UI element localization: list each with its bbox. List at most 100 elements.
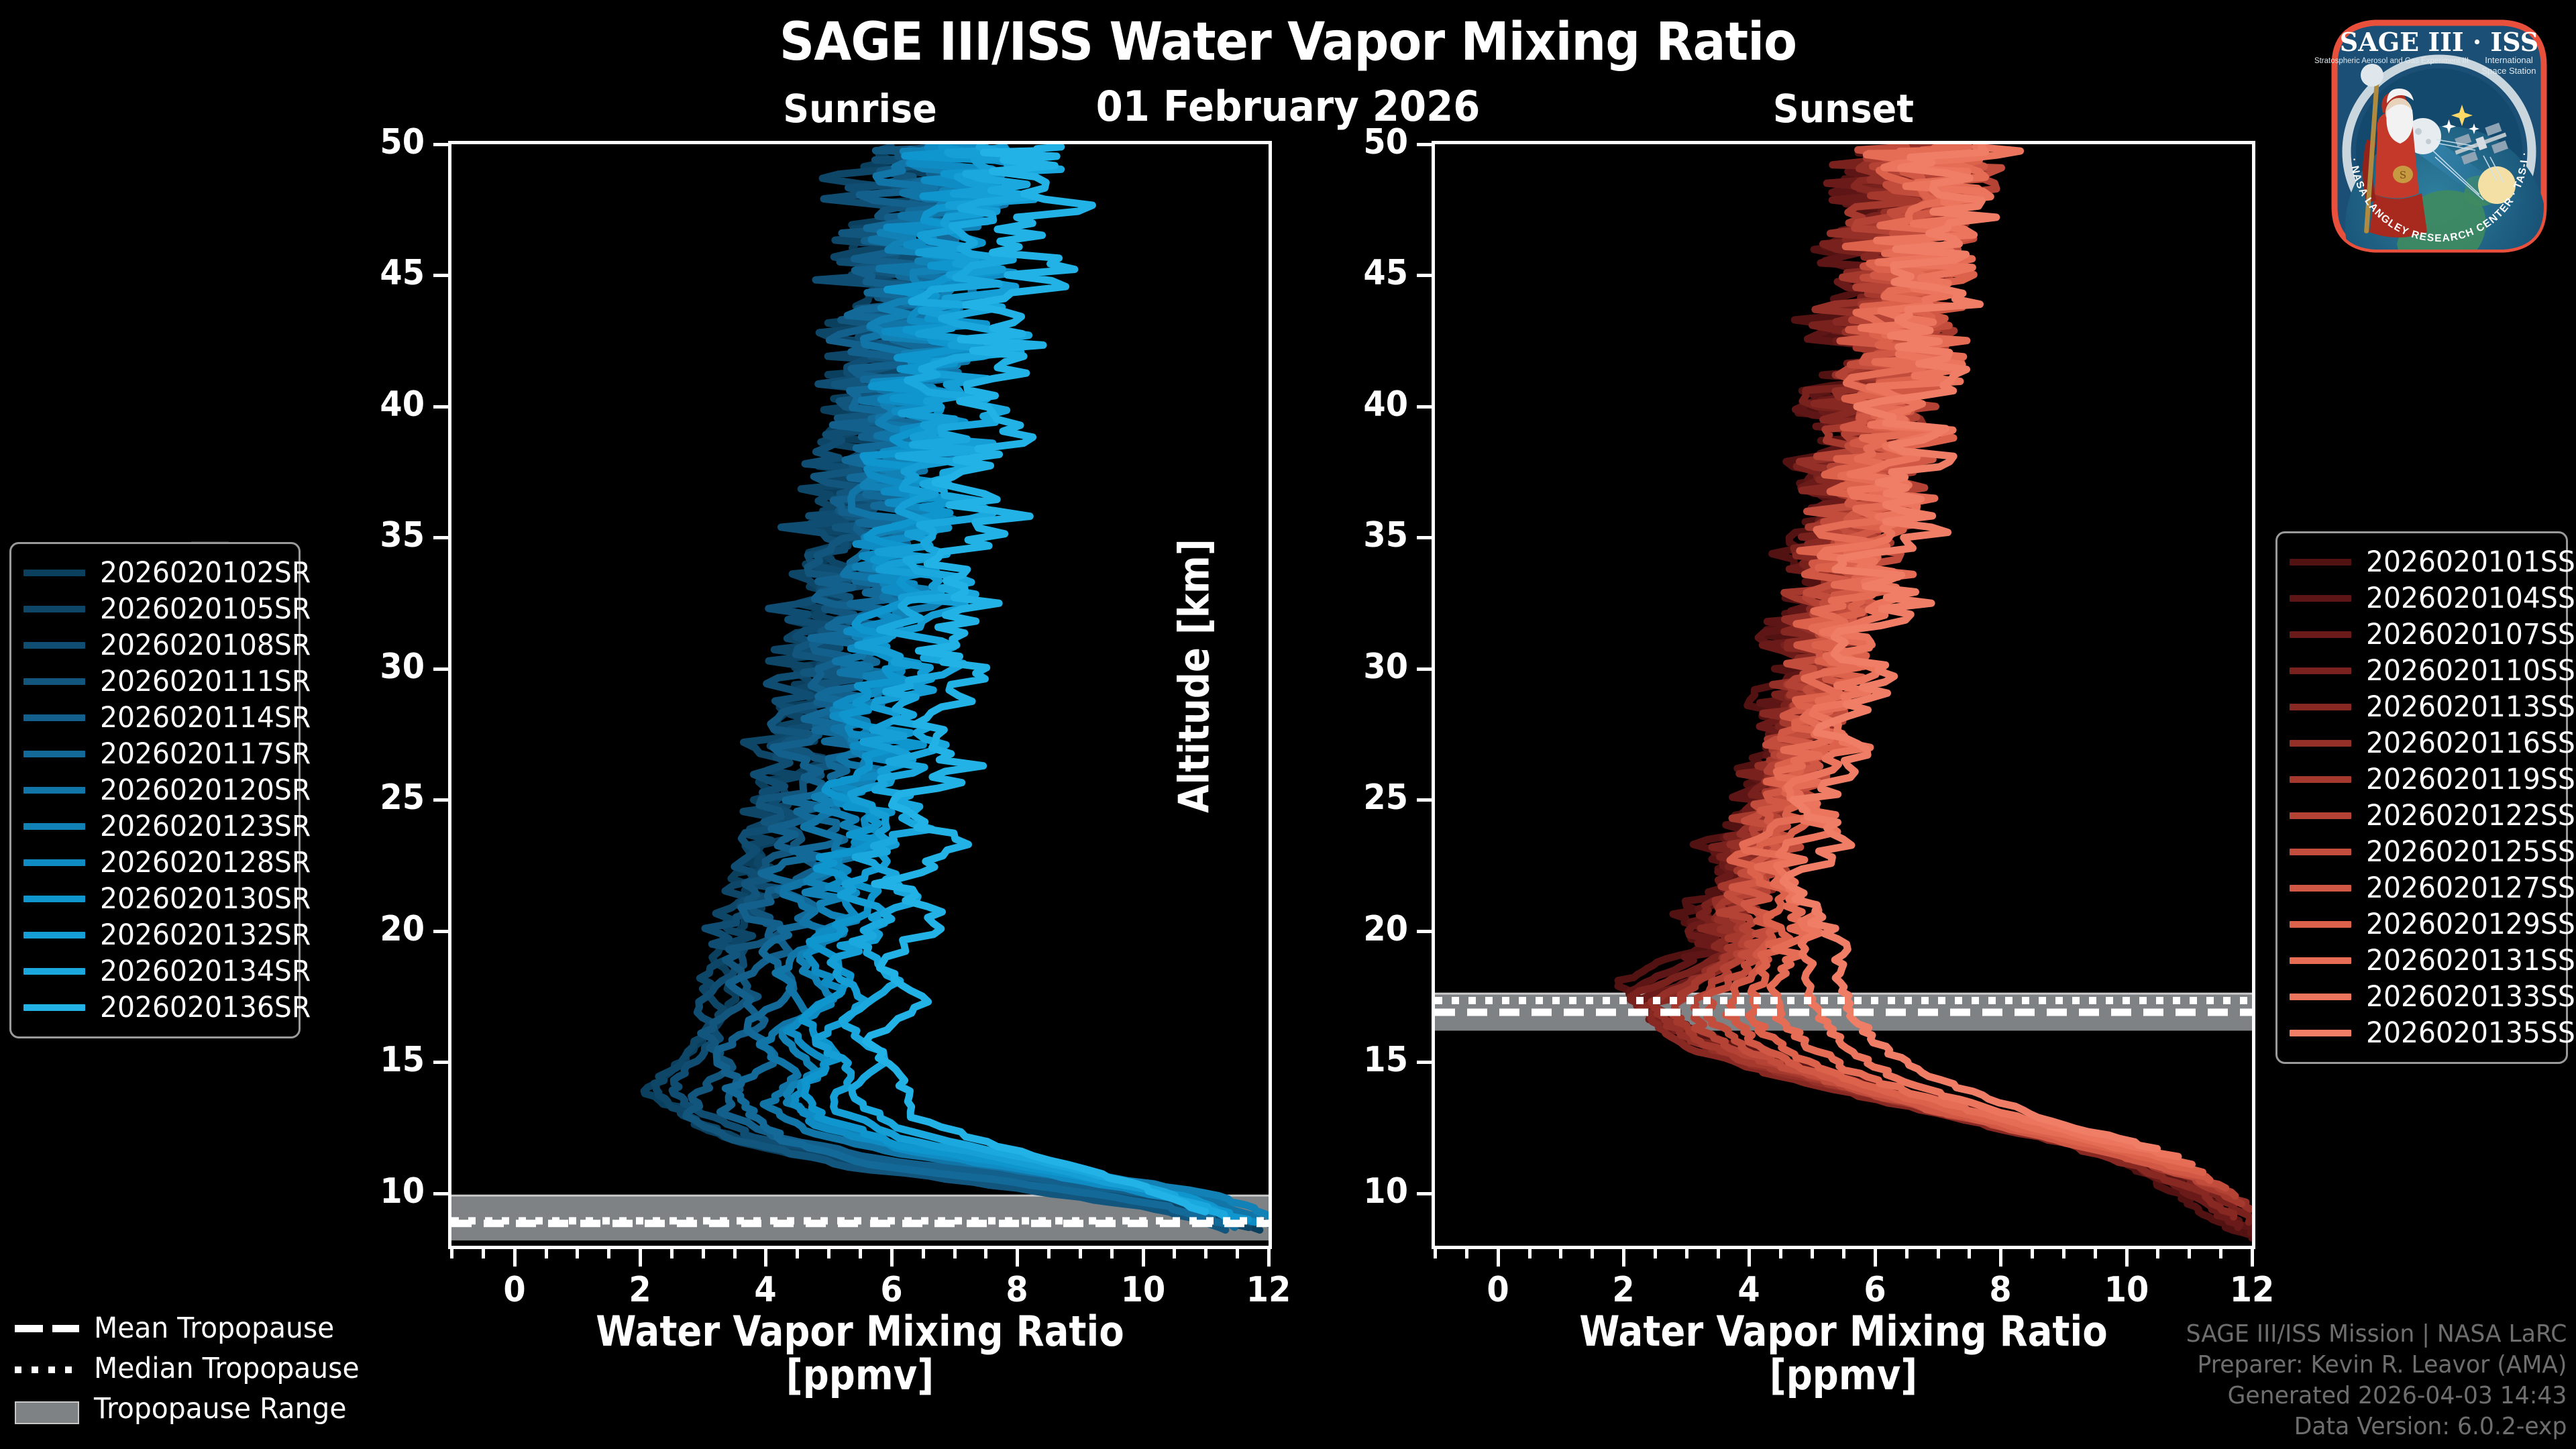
y-tick-mark: [1417, 536, 1432, 540]
y-tick-label: 30: [1363, 646, 1408, 687]
y-tick-label: 35: [1363, 515, 1408, 556]
legend-label: 2026020119SS: [2366, 763, 2575, 796]
x-tick-mark-major: [2125, 1249, 2129, 1267]
x-tick-mark-major: [513, 1249, 517, 1267]
legend-item[interactable]: 2026020117SR: [23, 736, 311, 772]
legend-label: 2026020102SR: [100, 556, 311, 590]
legend-label: 2026020108SR: [100, 629, 311, 662]
y-tick-mark: [433, 1191, 448, 1195]
dotted-line-glyph: [15, 1366, 79, 1373]
x-tick-mark-minor: [1559, 1249, 1563, 1258]
x-axis-label-line1: Water Vapor Mixing Ratio: [1579, 1307, 2108, 1356]
legend-sunset[interactable]: 2026020101SS 2026020104SS 2026020107SS 2026…: [2275, 531, 2575, 1064]
legend-color-swatch: [2290, 667, 2351, 674]
y-tick-label: 35: [380, 515, 425, 556]
y-tick-label: 15: [380, 1040, 425, 1081]
y-tick-mark: [1417, 1061, 1432, 1065]
x-tick-label: 2: [1612, 1270, 1635, 1310]
legend-item[interactable]: 2026020108SR: [23, 627, 311, 663]
legend-item[interactable]: 2026020125SS: [2290, 834, 2575, 870]
legend-color-swatch: [23, 896, 85, 902]
star-icon: [2451, 105, 2473, 126]
legend-color-swatch: [2290, 740, 2351, 747]
x-tick-mark-minor: [1236, 1249, 1240, 1258]
legend-item[interactable]: 2026020136SR: [23, 989, 311, 1026]
x-tick-mark-minor: [1047, 1249, 1051, 1258]
legend-item[interactable]: 2026020133SS: [2290, 979, 2575, 1015]
credit-line: SAGE III/ISS Mission | NASA LaRC: [2186, 1320, 2567, 1348]
legend-color-swatch: [2290, 776, 2351, 783]
y-tick-label: 25: [1363, 777, 1408, 818]
legend-label: 2026020132SR: [100, 918, 311, 952]
legend-item[interactable]: 2026020101SS: [2290, 544, 2575, 580]
x-tick-mark-minor: [921, 1249, 925, 1258]
legend-item[interactable]: 2026020107SS: [2290, 616, 2575, 653]
y-tick-mark: [433, 1061, 448, 1065]
legend-item[interactable]: 2026020122SS: [2290, 798, 2575, 834]
iss-station-icon: [2455, 122, 2509, 165]
legend-item[interactable]: 2026020134SR: [23, 953, 311, 989]
y-tick-label: 20: [1363, 908, 1408, 949]
legend-item[interactable]: 2026020105SR: [23, 591, 311, 627]
legend-item[interactable]: 2026020104SS: [2290, 580, 2575, 616]
legend-color-swatch: [23, 751, 85, 757]
plot-area-sunset: [1432, 141, 2255, 1249]
legend-color-swatch: [2290, 812, 2351, 819]
legend-label: 2026020110SS: [2366, 654, 2575, 688]
legend-color-swatch: [23, 859, 85, 866]
legend-item[interactable]: 2026020111SR: [23, 663, 311, 700]
occultation-lines: [2432, 139, 2504, 201]
legend-label: 2026020104SS: [2366, 582, 2575, 615]
y-tick-mark: [433, 798, 448, 802]
profile-line: [862, 144, 1210, 1216]
x-tick-mark-major: [639, 1249, 643, 1267]
legend-item[interactable]: 2026020130SR: [23, 881, 311, 917]
y-tick-mark: [433, 143, 448, 146]
legend-item[interactable]: 2026020123SR: [23, 808, 311, 845]
legend-item[interactable]: 2026020135SS: [2290, 1015, 2575, 1051]
legend-item[interactable]: 2026020113SS: [2290, 689, 2575, 725]
x-tick-mark-major: [1496, 1249, 1500, 1267]
patch-subtitle-right-1: International: [2485, 55, 2533, 65]
legend-label: 2026020128SR: [100, 846, 311, 879]
y-tick-mark: [433, 405, 448, 409]
sage-iii-iss-mission-patch-logo: S BALL · NASA LANGLEY RESEARCH CENTER · …: [2308, 5, 2571, 268]
y-axis-label-sunset: Altitude [km]: [1169, 539, 1219, 813]
y-tick-label: 10: [380, 1171, 425, 1212]
x-tick-mark-minor: [859, 1249, 862, 1258]
legend-label: 2026020116SS: [2366, 727, 2575, 760]
x-tick-mark-minor: [733, 1249, 737, 1258]
legend-item[interactable]: 2026020132SR: [23, 917, 311, 953]
x-tick-mark-minor: [2031, 1249, 2035, 1258]
legend-item[interactable]: 2026020129SS: [2290, 906, 2575, 943]
x-tick-mark-major: [890, 1249, 894, 1267]
x-tick-mark-minor: [1078, 1249, 1082, 1258]
legend-label: 2026020117SR: [100, 737, 311, 771]
legend-item[interactable]: 2026020120SR: [23, 772, 311, 808]
x-tick-mark-minor: [544, 1249, 548, 1258]
x-tick-mark-minor: [481, 1249, 485, 1258]
legend-item[interactable]: 2026020128SR: [23, 845, 311, 881]
legend-item[interactable]: 2026020119SS: [2290, 761, 2575, 798]
x-tick-mark-minor: [2061, 1249, 2065, 1258]
credit-line: Preparer: Kevin R. Leavor (AMA): [2197, 1350, 2567, 1379]
y-tick-label: 15: [1363, 1040, 1408, 1081]
x-tick-mark-major: [1267, 1249, 1271, 1267]
y-tick-mark: [433, 536, 448, 540]
legend-item[interactable]: 2026020114SR: [23, 700, 311, 736]
legend-item[interactable]: 2026020116SS: [2290, 725, 2575, 761]
legend-sunrise[interactable]: 2026020102SR 2026020105SR 2026020108SR 2026…: [9, 542, 311, 1038]
x-tick-mark-minor: [1904, 1249, 1909, 1258]
legend-item[interactable]: 2026020102SR: [23, 555, 311, 591]
legend-item[interactable]: 2026020127SS: [2290, 870, 2575, 906]
legend-item[interactable]: 2026020110SS: [2290, 653, 2575, 689]
legend-item[interactable]: 2026020131SS: [2290, 943, 2575, 979]
legend-color-swatch: [2290, 1030, 2351, 1036]
legend-color-swatch: [2290, 704, 2351, 710]
tropopause-key-item: Median Tropopause: [15, 1348, 390, 1389]
x-tick-mark-minor: [1110, 1249, 1114, 1258]
x-tick-label: 8: [1989, 1270, 2012, 1310]
y-tick-mark: [433, 929, 448, 933]
wizard-figure: S: [2361, 64, 2427, 237]
legend-color-swatch: [23, 606, 85, 612]
